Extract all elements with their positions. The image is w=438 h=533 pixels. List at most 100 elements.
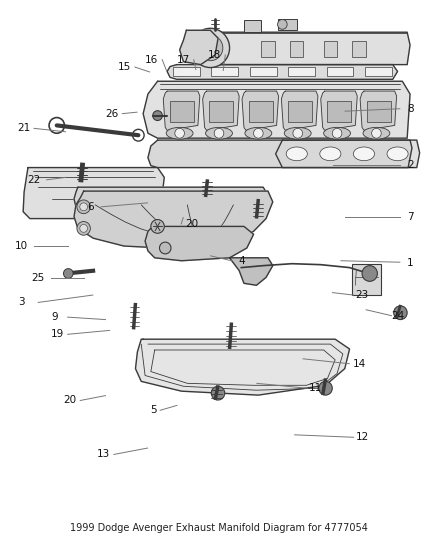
Circle shape <box>80 203 88 211</box>
Bar <box>328 101 351 123</box>
Text: 26: 26 <box>105 109 118 119</box>
Text: 6: 6 <box>88 202 94 212</box>
Text: 12: 12 <box>355 432 369 442</box>
Circle shape <box>64 269 73 278</box>
Bar <box>290 41 304 56</box>
Text: 19: 19 <box>50 329 64 340</box>
Circle shape <box>151 220 164 233</box>
Circle shape <box>293 128 303 138</box>
Circle shape <box>254 128 263 138</box>
Circle shape <box>153 111 162 120</box>
Circle shape <box>191 28 230 68</box>
Text: 24: 24 <box>391 311 404 321</box>
Bar <box>367 101 391 123</box>
Polygon shape <box>321 91 357 130</box>
Circle shape <box>278 20 287 29</box>
Text: 4: 4 <box>239 256 245 266</box>
Circle shape <box>394 306 407 320</box>
Ellipse shape <box>353 147 374 161</box>
Ellipse shape <box>245 127 272 139</box>
Text: 18: 18 <box>208 50 222 60</box>
Circle shape <box>134 205 142 213</box>
Text: 22: 22 <box>27 175 41 185</box>
Bar <box>365 67 392 76</box>
Bar <box>326 67 353 76</box>
Ellipse shape <box>127 192 155 206</box>
Ellipse shape <box>284 127 311 139</box>
Text: 5: 5 <box>151 405 157 415</box>
Polygon shape <box>203 91 239 130</box>
Circle shape <box>211 386 225 400</box>
Circle shape <box>80 224 88 232</box>
Bar <box>278 19 297 30</box>
Polygon shape <box>74 187 268 216</box>
Circle shape <box>198 35 223 61</box>
Polygon shape <box>230 258 273 285</box>
Text: 25: 25 <box>32 273 45 283</box>
Text: 9: 9 <box>52 312 58 322</box>
Bar <box>211 67 238 76</box>
Text: 14: 14 <box>353 359 367 369</box>
Polygon shape <box>180 30 218 64</box>
Ellipse shape <box>363 127 390 139</box>
Ellipse shape <box>173 192 202 206</box>
Text: 16: 16 <box>145 55 159 64</box>
Polygon shape <box>199 32 410 64</box>
Bar <box>288 67 315 76</box>
Bar <box>249 101 273 123</box>
Text: 11: 11 <box>309 383 322 393</box>
Bar <box>288 101 312 123</box>
Bar <box>353 264 381 295</box>
Polygon shape <box>148 140 412 167</box>
Polygon shape <box>145 227 254 261</box>
Circle shape <box>332 128 342 138</box>
Circle shape <box>77 200 90 214</box>
Polygon shape <box>360 91 396 130</box>
Text: 17: 17 <box>177 55 190 64</box>
Text: 1: 1 <box>407 258 413 268</box>
Bar <box>244 20 261 32</box>
Circle shape <box>371 128 381 138</box>
Text: 13: 13 <box>97 449 110 459</box>
Text: 10: 10 <box>15 241 28 251</box>
Polygon shape <box>281 91 318 130</box>
Polygon shape <box>167 64 398 79</box>
Text: 8: 8 <box>407 104 413 114</box>
Text: 7: 7 <box>407 212 413 222</box>
Polygon shape <box>74 191 273 248</box>
Bar <box>250 67 277 76</box>
Bar <box>173 67 200 76</box>
Text: 20: 20 <box>63 395 76 406</box>
Polygon shape <box>143 81 410 138</box>
Text: 1999 Dodge Avenger Exhaust Manifold Diagram for 4777054: 1999 Dodge Avenger Exhaust Manifold Diag… <box>70 523 368 533</box>
Polygon shape <box>23 167 164 219</box>
Polygon shape <box>242 91 279 130</box>
Ellipse shape <box>320 147 341 161</box>
Ellipse shape <box>219 192 248 206</box>
Circle shape <box>214 128 224 138</box>
Bar <box>324 41 337 56</box>
Bar <box>353 41 366 56</box>
Ellipse shape <box>81 192 110 206</box>
Polygon shape <box>135 339 350 395</box>
Polygon shape <box>163 91 200 130</box>
Ellipse shape <box>166 127 193 139</box>
Circle shape <box>175 128 184 138</box>
Circle shape <box>159 242 171 254</box>
Bar <box>170 101 194 123</box>
Text: 20: 20 <box>185 219 198 229</box>
Text: 15: 15 <box>118 62 131 72</box>
Bar <box>122 191 162 219</box>
Text: 2: 2 <box>407 160 413 170</box>
Bar <box>209 101 233 123</box>
Polygon shape <box>276 140 420 167</box>
Text: 23: 23 <box>355 290 369 300</box>
Text: 21: 21 <box>17 123 30 133</box>
Text: 3: 3 <box>18 297 25 308</box>
Ellipse shape <box>286 147 307 161</box>
Circle shape <box>77 222 90 235</box>
Ellipse shape <box>324 127 350 139</box>
Circle shape <box>319 382 332 395</box>
Ellipse shape <box>387 147 408 161</box>
Bar <box>261 41 275 56</box>
